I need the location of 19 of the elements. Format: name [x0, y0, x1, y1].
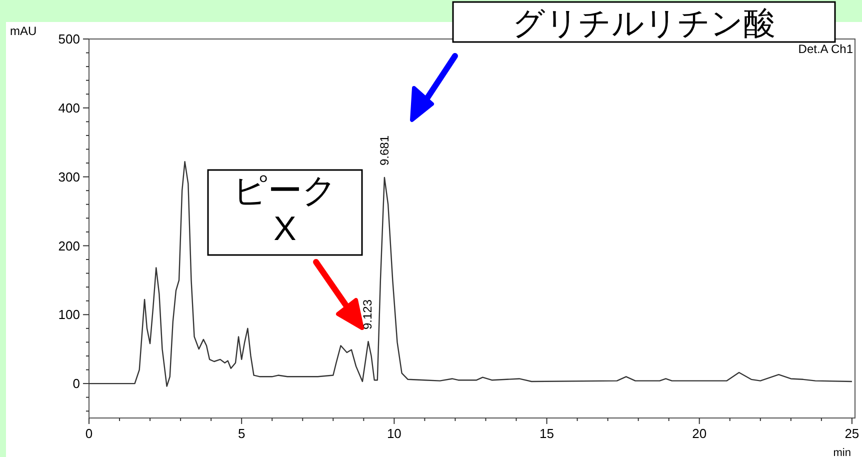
y-tick-label: 100	[58, 307, 80, 322]
x-tick-label: 25	[844, 426, 860, 441]
y-tick-label: 400	[58, 100, 80, 116]
y-tick-label: 200	[58, 238, 80, 254]
annotation: Det.A Ch1	[798, 42, 854, 56]
y-axis-title: mAU	[10, 24, 37, 38]
x-tick-label: 10	[386, 426, 402, 441]
y-tick-label: 500	[58, 32, 80, 47]
y-tick-label: 0	[72, 376, 80, 392]
y-tick-label: 300	[58, 169, 80, 184]
annotation: グリチルリチン酸	[512, 5, 776, 41]
annotation: ピーク X	[233, 172, 337, 248]
annotation: 9.681	[377, 135, 392, 166]
x-axis-title: min	[833, 447, 851, 457]
x-tick-label: 0	[85, 426, 93, 441]
annotation: 9.123	[360, 299, 374, 330]
x-tick-label: 20	[692, 426, 707, 441]
x-tick-label: 15	[540, 426, 554, 441]
x-tick-label: 5	[238, 426, 246, 441]
